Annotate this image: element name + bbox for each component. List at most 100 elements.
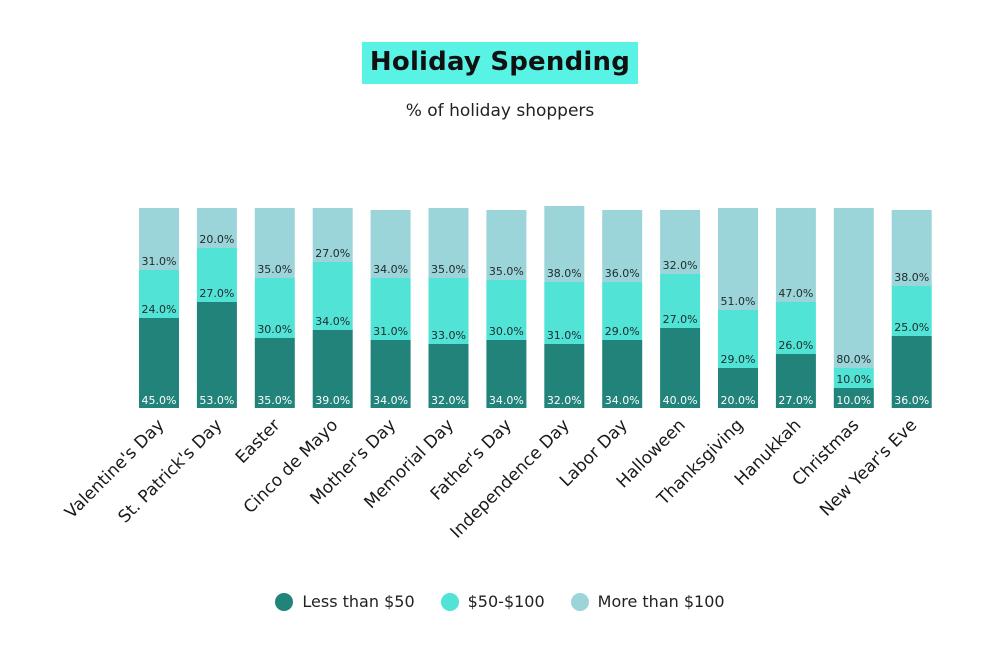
bar-thanksgiving-more-than-100 [718, 208, 758, 310]
x-tick-label-easter: Easter [232, 415, 284, 467]
data-label-mother-s-day-less-than-50: 34.0% [373, 394, 408, 407]
bar-independence-day-50-100 [544, 282, 585, 344]
data-label-thanksgiving-50-100: 29.0% [721, 353, 756, 366]
chart-legend: Less than $50 $50-$100 More than $100 [0, 592, 1000, 611]
bar-christmas-more-than-100 [833, 208, 874, 368]
bar-thanksgiving-50-100 [718, 310, 758, 368]
bar-christmas-50-100 [833, 368, 874, 388]
data-label-halloween-more-than-100: 32.0% [663, 259, 698, 272]
x-tick-label-valentine-s-day: Valentine's Day [61, 415, 168, 522]
x-tick-label-st-patrick-s-day: St. Patrick's Day [115, 415, 227, 527]
x-tick-label-new-year-s-eve: New Year's Eve [816, 415, 921, 520]
data-label-valentine-s-day-50-100: 24.0% [142, 303, 177, 316]
bar-cinco-de-mayo-more-than-100 [312, 208, 353, 262]
data-label-thanksgiving-more-than-100: 51.0% [721, 295, 756, 308]
data-label-cinco-de-mayo-more-than-100: 27.0% [315, 247, 350, 260]
data-label-christmas-50-100: 10.0% [836, 373, 871, 386]
bar-labor-day-less-than-50 [602, 340, 643, 408]
data-label-mother-s-day-more-than-100: 34.0% [373, 263, 408, 276]
data-label-st-patrick-s-day-less-than-50: 53.0% [199, 394, 234, 407]
legend-swatch-less-than-50 [275, 592, 294, 611]
data-label-labor-day-less-than-50: 34.0% [605, 394, 640, 407]
bar-cinco-de-mayo-50-100 [312, 262, 353, 330]
bar-st-patrick-s-day-less-than-50 [196, 302, 237, 408]
data-label-thanksgiving-less-than-50: 20.0% [721, 394, 756, 407]
legend-swatch-50-100 [440, 592, 459, 611]
legend-label-50-100: $50-$100 [467, 592, 545, 611]
bar-halloween-less-than-50 [660, 328, 701, 408]
bar-hanukkah-less-than-50 [775, 354, 816, 408]
data-label-memorial-day-more-than-100: 35.0% [431, 263, 466, 276]
bar-independence-day-less-than-50 [544, 344, 585, 408]
legend-swatch-more-than-100 [570, 592, 589, 611]
legend-label-less-than-50: Less than $50 [302, 592, 415, 611]
data-label-independence-day-50-100: 31.0% [547, 329, 582, 342]
data-label-memorial-day-less-than-50: 32.0% [431, 394, 466, 407]
data-label-st-patrick-s-day-more-than-100: 20.0% [199, 233, 234, 246]
data-label-father-s-day-less-than-50: 34.0% [489, 394, 524, 407]
data-label-cinco-de-mayo-less-than-50: 39.0% [315, 394, 350, 407]
data-label-halloween-50-100: 27.0% [663, 313, 698, 326]
bar-halloween-50-100 [660, 274, 701, 328]
bar-labor-day-50-100 [602, 282, 643, 340]
bar-easter-more-than-100 [254, 208, 295, 278]
data-label-hanukkah-less-than-50: 27.0% [778, 394, 813, 407]
bar-mother-s-day-50-100 [370, 278, 411, 340]
data-label-new-year-s-eve-more-than-100: 38.0% [894, 271, 929, 284]
bar-mother-s-day-more-than-100 [370, 210, 411, 278]
bar-st-patrick-s-day-50-100 [196, 248, 237, 302]
bar-thanksgiving-less-than-50 [718, 368, 758, 408]
data-label-christmas-more-than-100: 80.0% [836, 353, 871, 366]
data-label-halloween-less-than-50: 40.0% [663, 394, 698, 407]
data-label-valentine-s-day-more-than-100: 31.0% [142, 255, 177, 268]
data-label-father-s-day-more-than-100: 35.0% [489, 265, 524, 278]
chart-title: Holiday Spending [361, 42, 639, 84]
chart-plot: 45.0% 24.0% 31.0% Valentine's Day 53.0% 27.0%… [61, 206, 932, 543]
data-label-new-year-s-eve-less-than-50: 36.0% [894, 394, 929, 407]
bar-christmas-less-than-50 [833, 388, 874, 408]
bar-memorial-day-more-than-100 [428, 208, 469, 278]
bar-halloween-more-than-100 [660, 210, 701, 274]
bar-memorial-day-less-than-50 [428, 344, 469, 408]
data-label-mother-s-day-50-100: 31.0% [373, 325, 408, 338]
bar-independence-day-more-than-100 [544, 206, 585, 282]
bar-memorial-day-50-100 [428, 278, 469, 344]
bar-st-patrick-s-day-more-than-100 [196, 208, 237, 248]
data-label-labor-day-50-100: 29.0% [605, 325, 640, 338]
bar-father-s-day-less-than-50 [486, 340, 527, 408]
bar-cinco-de-mayo-less-than-50 [312, 330, 353, 408]
data-label-easter-more-than-100: 35.0% [257, 263, 292, 276]
legend-item-50-100: $50-$100 [440, 592, 545, 611]
data-label-hanukkah-50-100: 26.0% [778, 339, 813, 352]
bar-new-year-s-eve-less-than-50 [891, 336, 932, 408]
data-label-hanukkah-more-than-100: 47.0% [778, 287, 813, 300]
bar-hanukkah-more-than-100 [775, 208, 816, 302]
legend-item-less-than-50: Less than $50 [275, 592, 415, 611]
chart-subtitle: % of holiday shoppers [405, 101, 595, 121]
bar-valentine-s-day-more-than-100 [139, 208, 179, 270]
data-label-father-s-day-50-100: 30.0% [489, 325, 524, 338]
bar-father-s-day-50-100 [486, 280, 527, 340]
legend-item-more-than-100: More than $100 [570, 592, 725, 611]
data-label-christmas-less-than-50: 10.0% [836, 394, 871, 407]
data-label-valentine-s-day-less-than-50: 45.0% [142, 394, 177, 407]
data-label-easter-less-than-50: 35.0% [257, 394, 292, 407]
data-label-independence-day-more-than-100: 38.0% [547, 267, 582, 280]
data-label-cinco-de-mayo-50-100: 34.0% [315, 315, 350, 328]
bar-valentine-s-day-50-100 [139, 270, 179, 318]
bar-new-year-s-eve-more-than-100 [891, 210, 932, 286]
bar-easter-50-100 [254, 278, 295, 338]
data-label-independence-day-less-than-50: 32.0% [547, 394, 582, 407]
bar-hanukkah-50-100 [775, 302, 816, 354]
bar-labor-day-more-than-100 [602, 210, 643, 282]
bar-mother-s-day-less-than-50 [370, 340, 411, 408]
data-label-labor-day-more-than-100: 36.0% [605, 267, 640, 280]
legend-label-more-than-100: More than $100 [597, 592, 725, 611]
bar-new-year-s-eve-50-100 [891, 286, 932, 336]
data-label-easter-50-100: 30.0% [257, 323, 292, 336]
bar-father-s-day-more-than-100 [486, 210, 527, 280]
data-label-memorial-day-50-100: 33.0% [431, 329, 466, 342]
bar-valentine-s-day-less-than-50 [139, 318, 179, 408]
data-label-st-patrick-s-day-50-100: 27.0% [199, 287, 234, 300]
data-label-new-year-s-eve-50-100: 25.0% [894, 321, 929, 334]
